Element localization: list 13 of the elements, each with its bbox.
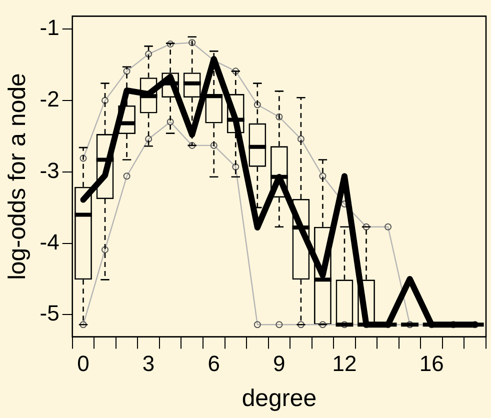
x-tick-label: 3	[142, 351, 155, 376]
x-tick-label: 0	[77, 351, 90, 376]
x-axis-title: degree	[242, 385, 317, 412]
y-tick-label: -1	[40, 15, 60, 40]
x-tick-label: 9	[273, 351, 286, 376]
y-tick-label: -5	[40, 300, 60, 326]
y-tick-label: -2	[40, 86, 60, 112]
x-tick-label: 12	[332, 351, 357, 376]
y-axis-title: log-odds for a node	[4, 73, 32, 280]
y-tick-label: -4	[40, 229, 60, 254]
x-tick-label: 16	[419, 351, 444, 376]
y-tick-label: -3	[40, 158, 60, 183]
x-tick-label: 6	[208, 351, 220, 376]
